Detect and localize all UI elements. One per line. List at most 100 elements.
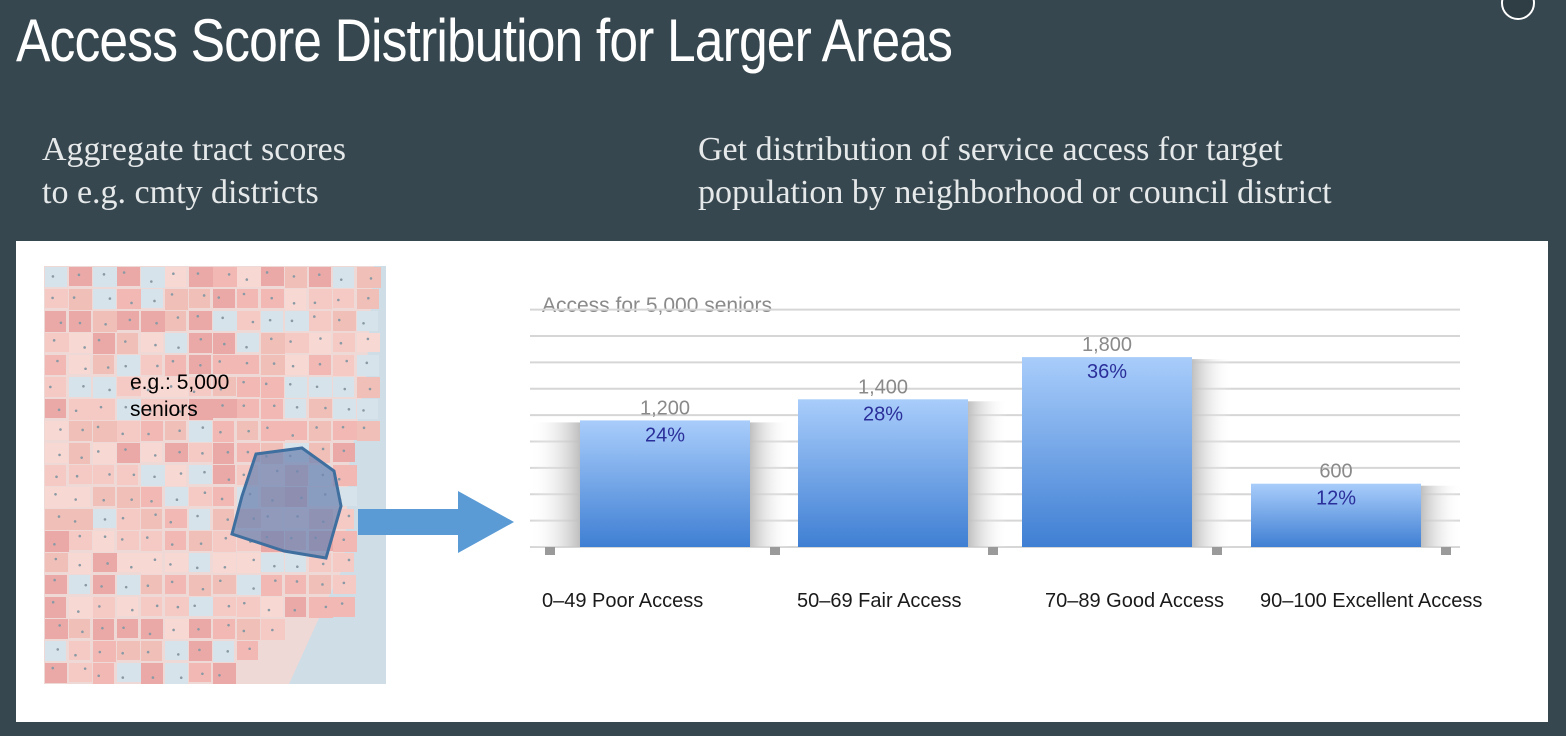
map-dot bbox=[172, 272, 175, 276]
map-tract bbox=[117, 355, 140, 376]
map-tract bbox=[333, 421, 357, 440]
map-tract bbox=[189, 333, 212, 353]
map-tract bbox=[165, 641, 188, 660]
map-tract bbox=[93, 575, 115, 594]
map-dot bbox=[155, 604, 159, 608]
map-dot bbox=[130, 498, 133, 501]
map-tract bbox=[165, 443, 188, 462]
map-dot bbox=[366, 337, 370, 341]
map-dot bbox=[292, 302, 296, 305]
selected-district-outline bbox=[230, 446, 343, 560]
map-dot bbox=[289, 340, 292, 343]
map-dot bbox=[104, 322, 107, 326]
map-tract bbox=[189, 663, 211, 682]
map-tract bbox=[69, 509, 93, 530]
map-tract bbox=[93, 663, 114, 684]
map-dot bbox=[56, 648, 60, 651]
map-dot bbox=[274, 579, 277, 582]
map-dot bbox=[106, 562, 109, 565]
map-tract bbox=[93, 267, 117, 287]
map-tract bbox=[309, 421, 331, 441]
map-dot bbox=[121, 432, 124, 436]
map-dot bbox=[201, 452, 204, 455]
map-tract bbox=[285, 355, 308, 375]
map-tract bbox=[285, 267, 307, 288]
map-dot bbox=[242, 473, 246, 477]
map-dot bbox=[51, 600, 55, 604]
map-dot bbox=[362, 426, 366, 430]
map-dot bbox=[198, 648, 201, 652]
map-dot bbox=[324, 406, 327, 410]
map-tract bbox=[117, 531, 139, 550]
map-tract bbox=[45, 421, 68, 440]
map-tract bbox=[117, 487, 140, 508]
map-dot bbox=[124, 405, 128, 409]
map-dot bbox=[318, 362, 322, 366]
category-label: 50–69 Fair Access bbox=[797, 590, 962, 612]
map-dot bbox=[146, 388, 150, 392]
map-tract bbox=[309, 267, 331, 287]
map-dot bbox=[193, 604, 196, 608]
map-tract bbox=[357, 355, 379, 376]
map-tract bbox=[357, 377, 380, 398]
map-dot bbox=[102, 273, 106, 276]
map-dot bbox=[81, 428, 84, 432]
map-tract bbox=[285, 399, 306, 418]
map-tract bbox=[333, 377, 354, 397]
map-tract bbox=[165, 333, 187, 353]
map-tract bbox=[141, 311, 165, 332]
map-tract bbox=[189, 575, 211, 596]
map-tract bbox=[309, 333, 331, 354]
map-dot bbox=[51, 666, 55, 670]
map-dot bbox=[54, 557, 58, 561]
map-tract bbox=[261, 399, 283, 419]
map-tract bbox=[45, 641, 66, 661]
map-tract bbox=[165, 553, 188, 572]
map-dot bbox=[321, 583, 324, 586]
map-dot bbox=[242, 380, 245, 384]
map-dot bbox=[246, 450, 250, 454]
map-dot bbox=[227, 623, 230, 627]
map-tract bbox=[45, 553, 68, 572]
map-tract bbox=[93, 465, 114, 484]
map-tract bbox=[69, 443, 90, 464]
map-tract bbox=[213, 377, 236, 396]
map-tract bbox=[285, 289, 306, 310]
map-tract bbox=[261, 333, 285, 354]
map-tract bbox=[309, 575, 331, 594]
map-tract bbox=[45, 531, 69, 552]
map-dot bbox=[362, 321, 365, 325]
map-dot bbox=[219, 387, 223, 391]
map-dot bbox=[272, 362, 276, 365]
tick-mark bbox=[545, 547, 555, 555]
map-tract bbox=[45, 311, 66, 332]
map-tract bbox=[213, 597, 236, 616]
map-tract bbox=[237, 355, 259, 374]
map-dot bbox=[245, 361, 249, 365]
map-tract bbox=[117, 267, 140, 286]
map-tract bbox=[189, 311, 212, 330]
map-dot bbox=[218, 673, 221, 677]
map-tract bbox=[309, 377, 332, 397]
bar-shadow bbox=[968, 401, 1008, 547]
map-dot bbox=[153, 475, 156, 479]
map-tract bbox=[165, 575, 186, 594]
map-tract bbox=[141, 421, 163, 441]
map-tract bbox=[237, 641, 258, 660]
corner-icon[interactable] bbox=[1501, 0, 1535, 20]
map-dot bbox=[150, 499, 153, 503]
map-tract bbox=[189, 553, 210, 572]
tick-mark bbox=[1441, 547, 1451, 555]
bar-shadow bbox=[750, 422, 790, 547]
map-dot bbox=[73, 520, 77, 523]
map-dot bbox=[124, 364, 128, 368]
map-tract bbox=[45, 575, 67, 594]
map-tract bbox=[165, 421, 186, 440]
map-tract bbox=[237, 399, 259, 418]
map-dot bbox=[124, 448, 127, 451]
chart-title: Access for 5,000 seniors bbox=[542, 294, 772, 317]
map-tract bbox=[213, 443, 234, 464]
map-tract bbox=[117, 289, 141, 309]
map-tract bbox=[165, 267, 186, 287]
map-dot bbox=[223, 565, 227, 569]
